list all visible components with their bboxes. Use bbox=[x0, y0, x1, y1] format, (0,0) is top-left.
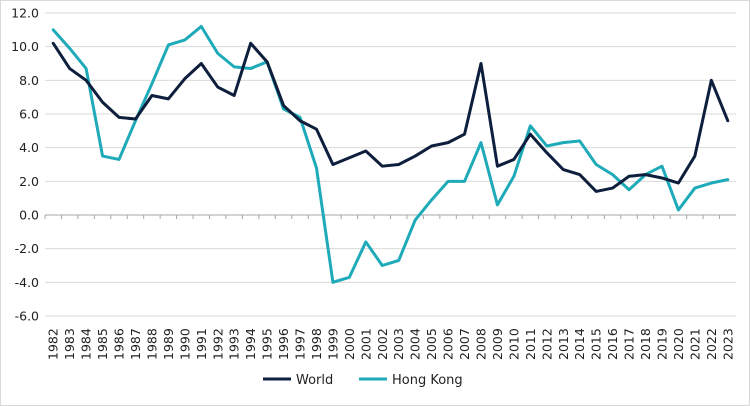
legend-label-world: World bbox=[296, 373, 333, 388]
x-tick-label: 1997 bbox=[293, 328, 308, 360]
x-tick-label: 1998 bbox=[309, 328, 324, 360]
x-tick-label: 1992 bbox=[210, 328, 225, 360]
x-tick-label: 2020 bbox=[671, 328, 686, 360]
x-tick-label: 2017 bbox=[622, 328, 637, 360]
x-tick-label: 2009 bbox=[490, 328, 505, 360]
x-tick-label: 2023 bbox=[720, 328, 735, 360]
y-tick-label: 0.0 bbox=[19, 208, 39, 223]
gridlines bbox=[44, 12, 736, 317]
y-tick-label: -6.0 bbox=[15, 309, 39, 324]
legend-label-hong-kong: Hong Kong bbox=[392, 373, 463, 388]
x-tick-label: 2007 bbox=[457, 328, 472, 360]
y-tick-label: -2.0 bbox=[15, 241, 39, 256]
x-tick-label: 2013 bbox=[556, 328, 571, 360]
x-tick-label: 1984 bbox=[79, 328, 94, 360]
x-tick-label: 2004 bbox=[408, 328, 423, 360]
x-tick-label: 2001 bbox=[358, 328, 373, 360]
x-tick-label: 2016 bbox=[605, 328, 620, 360]
y-tick-label: 8.0 bbox=[19, 73, 39, 88]
x-tick-label: 2006 bbox=[441, 328, 456, 360]
x-tick-label: 1988 bbox=[144, 328, 159, 360]
x-tick-label: 1982 bbox=[46, 328, 61, 360]
y-tick-label: 12.0 bbox=[11, 6, 39, 21]
x-tick-label: 2010 bbox=[506, 328, 521, 360]
x-tick-label: 1996 bbox=[276, 328, 291, 360]
x-tick-label: 2015 bbox=[589, 328, 604, 360]
x-tick-label: 1987 bbox=[128, 328, 143, 360]
series-line-world bbox=[51, 41, 730, 193]
x-tick-label: 1993 bbox=[227, 328, 242, 360]
x-tick-label: 2022 bbox=[704, 328, 719, 360]
legend: World Hong Kong bbox=[263, 373, 463, 388]
x-tick-label: 2008 bbox=[473, 328, 488, 360]
y-tick-label: 2.0 bbox=[19, 174, 39, 189]
x-tick-label: 1994 bbox=[243, 328, 258, 360]
series-lines bbox=[51, 24, 730, 284]
y-tick-label: -4.0 bbox=[15, 275, 39, 290]
y-tick-label: 10.0 bbox=[11, 39, 39, 54]
x-tick-label: 2000 bbox=[342, 328, 357, 360]
x-tick-label: 1995 bbox=[260, 328, 275, 360]
x-tick-label: 2012 bbox=[539, 328, 554, 360]
x-tick-label: 2002 bbox=[375, 328, 390, 360]
x-tick-label: 1983 bbox=[62, 328, 77, 360]
x-tick-label: 2011 bbox=[523, 328, 538, 360]
y-axis-tick-labels: 12.0 10.0 8.0 6.0 4.0 2.0 0.0 -2.0 -4.0 -6.0 bbox=[11, 6, 39, 324]
y-tick-label: 4.0 bbox=[19, 140, 39, 155]
x-tick-label: 2003 bbox=[391, 328, 406, 360]
x-tick-label: 2019 bbox=[654, 328, 669, 360]
x-tick-label: 2014 bbox=[572, 328, 587, 360]
x-tick-label: 1990 bbox=[177, 328, 192, 360]
x-tick-label: 1999 bbox=[325, 328, 340, 360]
x-tick-label: 1985 bbox=[95, 328, 110, 360]
x-tick-label: 2018 bbox=[638, 328, 653, 360]
series-line-hong-kong bbox=[51, 24, 730, 284]
x-axis-tick-labels: 1982 1983 1984 1985 1986 1987 1988 1989 1990 1991… bbox=[46, 328, 736, 360]
x-tick-label: 2021 bbox=[687, 328, 702, 360]
x-tick-label: 1989 bbox=[161, 328, 176, 360]
x-tick-label: 1986 bbox=[112, 328, 127, 360]
y-tick-label: 6.0 bbox=[19, 107, 39, 122]
x-tick-label: 2005 bbox=[424, 328, 439, 360]
x-tick-label: 1991 bbox=[194, 328, 209, 360]
